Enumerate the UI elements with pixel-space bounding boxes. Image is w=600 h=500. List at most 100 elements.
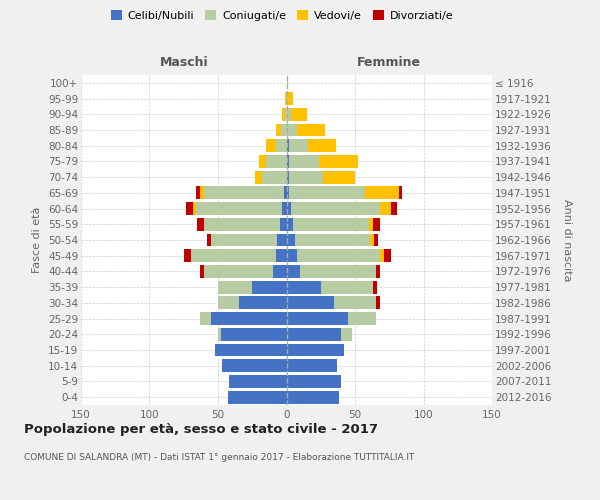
Bar: [207, 234, 211, 246]
Bar: [287, 375, 341, 388]
Bar: [391, 202, 397, 215]
Bar: [370, 234, 374, 246]
Bar: [376, 265, 380, 278]
Bar: [184, 250, 191, 262]
Bar: [200, 312, 211, 325]
Text: Femmine: Femmine: [357, 56, 421, 68]
Bar: [287, 92, 288, 105]
Bar: [283, 202, 287, 215]
Bar: [287, 124, 298, 136]
Bar: [200, 265, 204, 278]
Text: COMUNE DI SALANDRA (MT) - Dati ISTAT 1° gennaio 2017 - Elaborazione TUTTITALIA.I: COMUNE DI SALANDRA (MT) - Dati ISTAT 1° …: [24, 452, 415, 462]
Bar: [341, 328, 352, 340]
Bar: [218, 296, 239, 310]
Bar: [287, 296, 334, 310]
Bar: [300, 265, 376, 278]
Bar: [289, 170, 323, 183]
Bar: [295, 234, 370, 246]
Bar: [222, 360, 287, 372]
Bar: [218, 280, 252, 293]
Bar: [290, 108, 307, 120]
Bar: [266, 140, 275, 152]
Bar: [289, 186, 365, 200]
Y-axis label: Anni di nascita: Anni di nascita: [562, 198, 572, 281]
Bar: [285, 108, 287, 120]
Bar: [218, 328, 221, 340]
Bar: [277, 234, 287, 246]
Bar: [204, 186, 284, 200]
Bar: [287, 280, 321, 293]
Y-axis label: Fasce di età: Fasce di età: [32, 207, 43, 273]
Bar: [287, 155, 289, 168]
Bar: [399, 186, 401, 200]
Bar: [187, 202, 193, 215]
Bar: [287, 218, 293, 230]
Bar: [298, 124, 325, 136]
Text: Maschi: Maschi: [160, 56, 208, 68]
Bar: [287, 202, 290, 215]
Bar: [287, 390, 338, 404]
Bar: [221, 328, 287, 340]
Bar: [275, 124, 281, 136]
Bar: [287, 186, 289, 200]
Bar: [348, 312, 376, 325]
Bar: [287, 250, 298, 262]
Bar: [229, 375, 287, 388]
Bar: [298, 250, 380, 262]
Bar: [266, 155, 287, 168]
Bar: [211, 312, 287, 325]
Bar: [275, 140, 287, 152]
Bar: [287, 76, 288, 90]
Bar: [193, 202, 196, 215]
Bar: [334, 296, 376, 310]
Bar: [288, 92, 293, 105]
Bar: [287, 108, 290, 120]
Bar: [283, 108, 285, 120]
Bar: [280, 218, 287, 230]
Bar: [319, 155, 358, 168]
Bar: [191, 250, 275, 262]
Bar: [287, 234, 295, 246]
Bar: [205, 265, 273, 278]
Bar: [273, 265, 287, 278]
Bar: [287, 265, 300, 278]
Bar: [287, 312, 348, 325]
Bar: [290, 202, 380, 215]
Bar: [380, 202, 391, 215]
Bar: [196, 202, 283, 215]
Bar: [287, 344, 344, 356]
Bar: [204, 218, 280, 230]
Bar: [259, 155, 266, 168]
Bar: [369, 218, 373, 230]
Text: Popolazione per età, sesso e stato civile - 2017: Popolazione per età, sesso e stato civil…: [24, 422, 378, 436]
Bar: [227, 390, 287, 404]
Bar: [323, 170, 355, 183]
Bar: [376, 296, 380, 310]
Bar: [373, 280, 377, 293]
Bar: [284, 186, 287, 200]
Bar: [365, 186, 399, 200]
Bar: [289, 155, 319, 168]
Bar: [380, 250, 384, 262]
Bar: [289, 140, 308, 152]
Bar: [285, 92, 287, 105]
Bar: [373, 218, 380, 230]
Bar: [287, 140, 289, 152]
Bar: [308, 140, 336, 152]
Bar: [255, 170, 262, 183]
Bar: [239, 296, 287, 310]
Bar: [197, 218, 204, 230]
Bar: [262, 170, 287, 183]
Bar: [215, 344, 287, 356]
Bar: [287, 360, 337, 372]
Bar: [200, 186, 204, 200]
Bar: [384, 250, 391, 262]
Legend: Celibi/Nubili, Coniugati/e, Vedovi/e, Divorziati/e: Celibi/Nubili, Coniugati/e, Vedovi/e, Di…: [106, 6, 458, 25]
Bar: [374, 234, 378, 246]
Bar: [287, 170, 289, 183]
Bar: [293, 218, 369, 230]
Bar: [281, 124, 287, 136]
Bar: [211, 234, 277, 246]
Bar: [275, 250, 287, 262]
Bar: [287, 328, 341, 340]
